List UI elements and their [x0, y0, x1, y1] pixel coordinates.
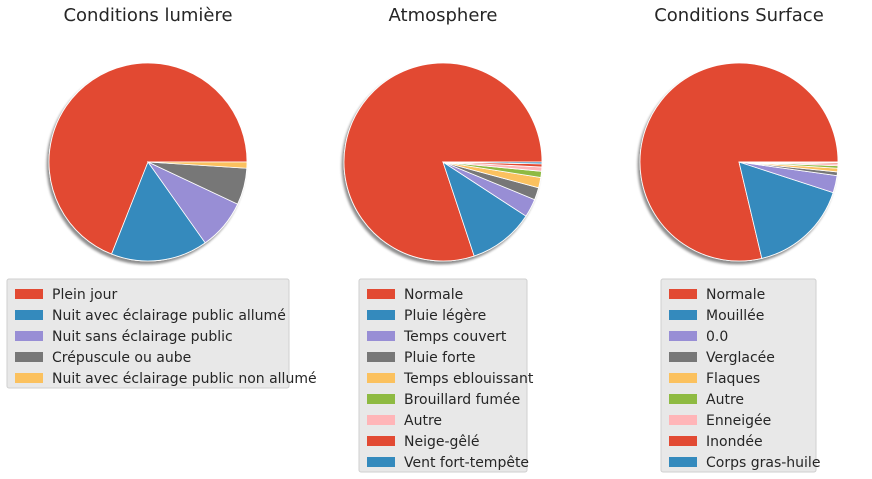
chart-title: Conditions Surface — [654, 5, 824, 26]
legend-label: Mouillée — [706, 308, 764, 324]
pie-slice — [738, 161, 839, 164]
chart-title: Atmosphere — [389, 5, 498, 26]
pie-slice — [147, 161, 248, 169]
legend-label: Nuit avec éclairage public allumé — [52, 308, 286, 324]
pie-slice — [738, 161, 834, 259]
legend-swatch — [15, 331, 43, 341]
legend-swatch — [669, 352, 697, 362]
pie-slice — [442, 161, 527, 257]
legend-label: Temps eblouissant — [403, 371, 534, 387]
legend-swatch — [669, 415, 697, 425]
legend-label: Neige-gêlé — [404, 434, 480, 450]
legend-label: Verglacée — [706, 350, 775, 366]
legend-swatch — [367, 331, 395, 341]
legend-frame — [6, 278, 290, 389]
chart-title: Conditions lumière — [63, 5, 232, 26]
pie-slice — [48, 62, 248, 255]
legend-swatch — [669, 310, 697, 320]
legend-label: Autre — [404, 413, 442, 429]
pie — [48, 62, 248, 262]
legend-label: Normale — [706, 287, 765, 303]
legend-label: 0.0 — [706, 329, 728, 345]
legend-swatch — [669, 289, 697, 299]
legend: Plein jour Nuit avec éclairage public all… — [6, 278, 317, 389]
legend-label: Corps gras-huile — [706, 455, 820, 471]
pie-slice — [111, 161, 206, 262]
legend-swatch — [367, 373, 395, 383]
legend-frame — [358, 278, 528, 473]
legend-label: Pluie forte — [404, 350, 476, 366]
legend-swatch — [15, 289, 43, 299]
legend-swatch — [15, 373, 43, 383]
legend-label: Inondée — [706, 434, 763, 450]
legend-swatch — [367, 289, 395, 299]
legend-swatch — [367, 436, 395, 446]
legend-label: Pluie légère — [404, 308, 486, 324]
legend-label: Flaques — [706, 371, 760, 387]
legend-swatch — [669, 457, 697, 467]
legend-swatch — [367, 415, 395, 425]
chart-panel-atmosphere: Atmosphere Normale Pluie légère Temps couv… — [343, 5, 543, 473]
chart-panel-light: Conditions lumière Plein jour Nuit avec é… — [6, 5, 317, 389]
legend-swatch — [367, 457, 395, 467]
legend: Normale Mouillée 0.0 Verglacée Flaques Autre E… — [660, 278, 820, 473]
pie-slice — [442, 161, 543, 165]
legend-swatch — [367, 394, 395, 404]
legend-swatch — [15, 310, 43, 320]
chart-panel-surface: Conditions Surface Normale Mouillée 0.0 Ver… — [639, 5, 839, 473]
legend-swatch — [669, 373, 697, 383]
legend-label: Vent fort-tempête — [404, 455, 529, 471]
legend-label: Plein jour — [52, 287, 117, 303]
legend: Normale Pluie légère Temps couvert Pluie fo… — [358, 278, 534, 473]
legend-label: Brouillard fumée — [404, 392, 520, 408]
legend-swatch — [669, 436, 697, 446]
legend-swatch — [669, 331, 697, 341]
legend-label: Autre — [706, 392, 744, 408]
legend-label: Crépuscule ou aube — [52, 350, 191, 366]
pie — [343, 62, 543, 262]
pie — [639, 62, 839, 262]
legend-label: Nuit sans éclairage public — [52, 329, 233, 345]
legend-label: Normale — [404, 287, 463, 303]
legend-label: Enneigée — [706, 413, 771, 429]
legend-swatch — [367, 352, 395, 362]
legend-swatch — [367, 310, 395, 320]
legend-swatch — [15, 352, 43, 362]
legend-label: Temps couvert — [403, 329, 507, 345]
legend-label: Nuit avec éclairage public non allumé — [52, 371, 317, 387]
legend-swatch — [669, 394, 697, 404]
legend-frame — [660, 278, 817, 473]
